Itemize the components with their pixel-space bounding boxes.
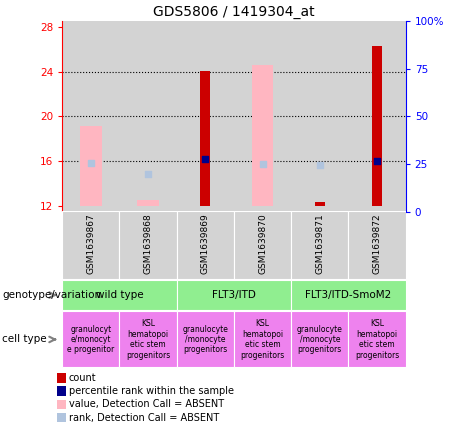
Bar	[234, 212, 291, 279]
Text: FLT3/ITD: FLT3/ITD	[212, 290, 256, 300]
Bar	[349, 212, 406, 279]
Point	[144, 170, 152, 177]
Text: cell type: cell type	[2, 335, 47, 344]
Bar	[177, 311, 234, 368]
Bar	[80, 126, 102, 206]
Bar	[291, 280, 406, 310]
Text: GSM1639869: GSM1639869	[201, 214, 210, 274]
Text: GSM1639870: GSM1639870	[258, 214, 267, 274]
Text: wild type: wild type	[96, 290, 143, 300]
Bar	[57, 387, 65, 396]
Text: rank, Detection Call = ABSENT: rank, Detection Call = ABSENT	[69, 412, 219, 423]
Bar	[349, 311, 406, 368]
Text: FLT3/ITD-SmoM2: FLT3/ITD-SmoM2	[305, 290, 391, 300]
Bar	[177, 280, 291, 310]
Point	[259, 161, 266, 168]
Text: granulocyte
/monocyte
progenitors: granulocyte /monocyte progenitors	[183, 324, 228, 354]
Bar	[62, 212, 119, 279]
Point	[373, 157, 381, 164]
Bar	[200, 71, 211, 206]
Text: value, Detection Call = ABSENT: value, Detection Call = ABSENT	[69, 399, 224, 409]
Bar	[62, 280, 177, 310]
Text: KSL
hematopoi
etic stem
progenitors: KSL hematopoi etic stem progenitors	[355, 319, 399, 360]
Bar	[291, 21, 349, 212]
Text: GSM1639872: GSM1639872	[372, 214, 382, 274]
Text: GSM1639868: GSM1639868	[143, 214, 153, 274]
Bar	[234, 21, 291, 212]
Bar	[291, 212, 349, 279]
Title: GDS5806 / 1419304_at: GDS5806 / 1419304_at	[153, 5, 315, 19]
Bar	[137, 200, 159, 206]
Text: percentile rank within the sample: percentile rank within the sample	[69, 386, 234, 396]
Bar	[177, 21, 234, 212]
Text: genotype/variation: genotype/variation	[2, 290, 101, 300]
Text: count: count	[69, 373, 96, 383]
Text: KSL
hematopoi
etic stem
progenitors: KSL hematopoi etic stem progenitors	[126, 319, 170, 360]
Bar	[119, 311, 177, 368]
Text: granulocyt
e/monocyt
e progenitor: granulocyt e/monocyt e progenitor	[67, 324, 114, 354]
Point	[316, 162, 324, 168]
Text: GSM1639867: GSM1639867	[86, 214, 95, 274]
Text: granulocyte
/monocyte
progenitors: granulocyte /monocyte progenitors	[297, 324, 343, 354]
Bar	[372, 46, 382, 206]
Bar	[234, 311, 291, 368]
Text: KSL
hematopoi
etic stem
progenitors: KSL hematopoi etic stem progenitors	[241, 319, 285, 360]
Bar	[57, 400, 65, 409]
Bar	[62, 311, 119, 368]
Bar	[315, 202, 325, 206]
Bar	[57, 413, 65, 422]
Bar	[62, 21, 119, 212]
Bar	[57, 373, 65, 382]
Bar	[177, 212, 234, 279]
Bar	[349, 21, 406, 212]
Bar	[119, 21, 177, 212]
Bar	[119, 212, 177, 279]
Point	[87, 160, 95, 167]
Text: GSM1639871: GSM1639871	[315, 214, 325, 274]
Bar	[252, 66, 273, 206]
Point	[201, 156, 209, 163]
Bar	[291, 311, 349, 368]
